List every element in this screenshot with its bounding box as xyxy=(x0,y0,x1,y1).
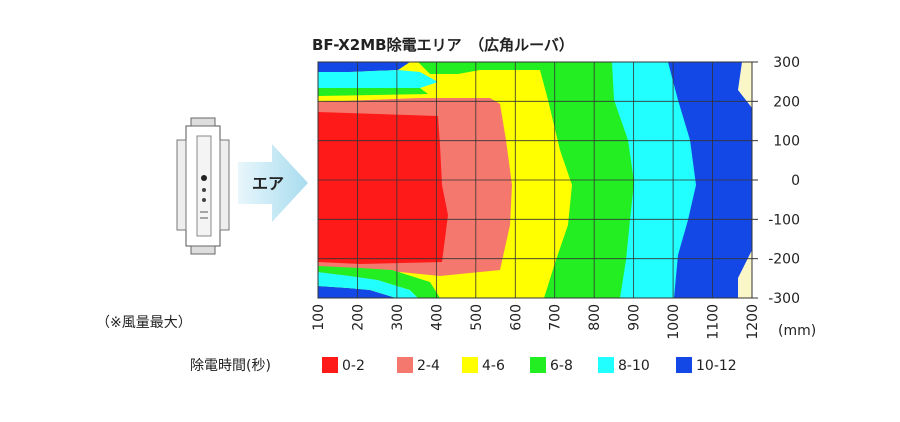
zone-0-2-5 xyxy=(318,112,448,264)
legend-swatch-10-12 xyxy=(676,357,692,373)
legend-swatch-4-6 xyxy=(462,357,478,373)
y-tick-label-200: 200 xyxy=(773,94,800,110)
x-tick-label-900: 900 xyxy=(627,304,643,331)
legend-swatch-0-2 xyxy=(322,357,338,373)
legend-swatch-6-8 xyxy=(530,357,546,373)
y-axis-ticks: 300 200 100 0 -100 -200 -300 xyxy=(752,55,800,307)
x-tick-label-200: 200 xyxy=(350,304,366,331)
x-tick-label-1200: 1200 xyxy=(745,304,761,340)
x-tick-label-1000: 1000 xyxy=(666,304,682,340)
zone-10-12-9 xyxy=(318,286,396,298)
zone-6-8-8 xyxy=(318,88,428,96)
x-tick-label-800: 800 xyxy=(587,304,603,331)
zone-8-10-7 xyxy=(318,70,438,88)
y-tick-label--100: -100 xyxy=(768,212,800,228)
legend-label-0-2: 0-2 xyxy=(342,358,365,374)
x-tick-label-400: 400 xyxy=(429,304,445,331)
x-tick-label-300: 300 xyxy=(390,304,406,331)
legend-label-2-4: 2-4 xyxy=(417,358,440,374)
x-tick-label-1100: 1100 xyxy=(706,304,722,340)
air-arrow xyxy=(238,144,308,222)
legend-swatch-2-4 xyxy=(397,357,413,373)
y-tick-label-0: 0 xyxy=(791,173,800,189)
y-tick-label-300: 300 xyxy=(773,55,800,71)
x-tick-label-600: 600 xyxy=(508,304,524,331)
airflow-note: （※風量最大） xyxy=(96,315,192,331)
chart-title: BF-X2MB除電エリア （広角ルーバ） xyxy=(312,36,574,54)
x-tick-label-700: 700 xyxy=(548,304,564,331)
y-tick-label-100: 100 xyxy=(773,134,800,150)
y-tick-label--200: -200 xyxy=(768,252,800,268)
legend-title: 除電時間(秒) xyxy=(190,358,271,374)
x-axis-ticks: 100 200 300 400 500 600 700 800 900 1000 1100 1200 xyxy=(311,304,761,340)
x-tick-label-500: 500 xyxy=(469,304,485,331)
legend-label-6-8: 6-8 xyxy=(550,358,573,374)
legend-label-10-12: 10-12 xyxy=(696,358,737,374)
x-unit-label: (mm) xyxy=(778,323,816,339)
zone-6-8-11 xyxy=(318,266,440,298)
y-tick-label--300: -300 xyxy=(768,291,800,307)
legend: 0-2 2-4 4-6 6-8 8-10 10-12 xyxy=(322,357,737,374)
x-tick-label-100: 100 xyxy=(311,304,327,331)
zone-10-12-6 xyxy=(318,62,410,72)
device-illustration xyxy=(176,117,230,255)
legend-label-8-10: 8-10 xyxy=(618,358,650,374)
legend-label-4-6: 4-6 xyxy=(482,358,505,374)
zone-8-10-10 xyxy=(318,272,418,298)
legend-swatch-8-10 xyxy=(598,357,614,373)
device-label: エア xyxy=(252,174,284,193)
